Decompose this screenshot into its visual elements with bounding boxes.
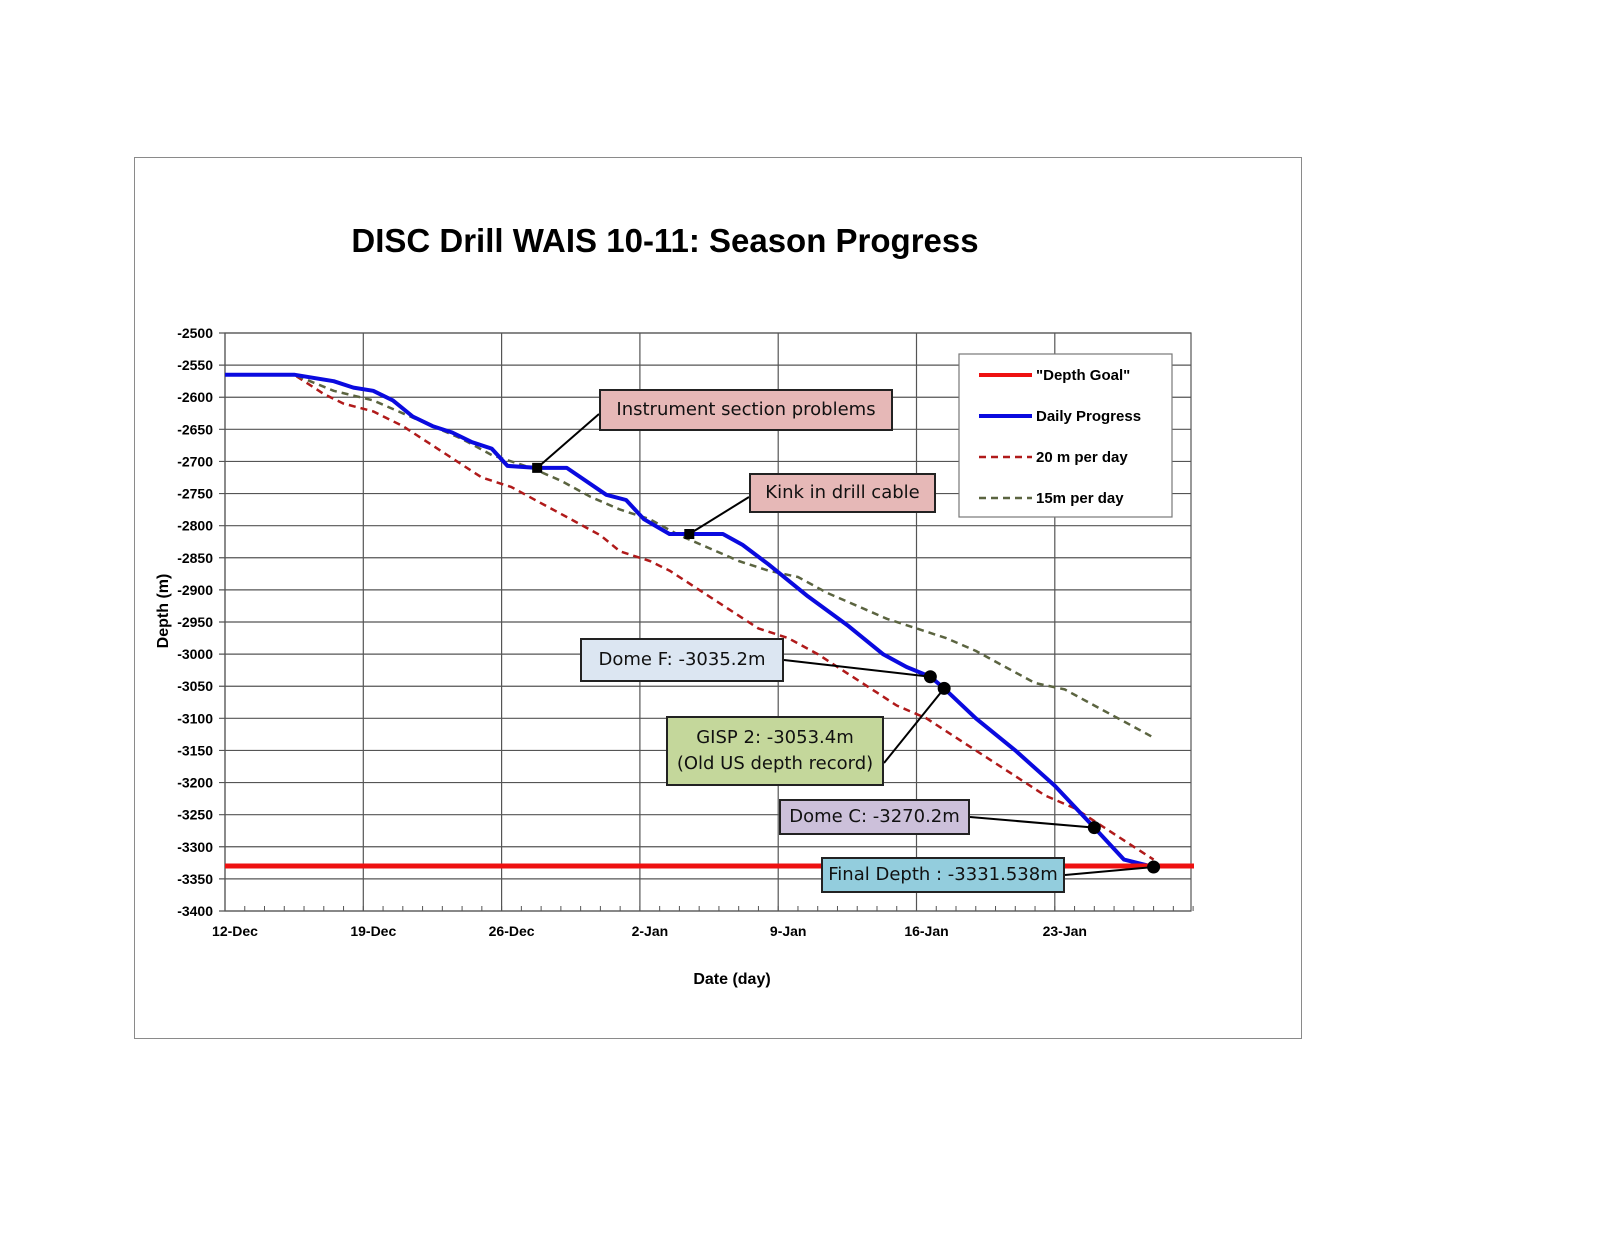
y-tick-label: -2950 <box>177 614 213 630</box>
legend-label: 15m per day <box>1036 490 1124 507</box>
annotation-text: Kink in drill cable <box>765 482 920 503</box>
y-tick-label: -2600 <box>177 389 213 405</box>
series-line-3 <box>225 373 1155 739</box>
plot-border <box>224 332 1192 912</box>
x-axis-title: Date (day) <box>693 971 770 988</box>
annotation-text: Instrument section problems <box>616 399 876 420</box>
annotation-callout: Dome F: -3035.2m <box>580 638 784 682</box>
annotation-leader <box>783 659 931 678</box>
legend-label: "Depth Goal" <box>1036 367 1130 384</box>
x-tick-label: 19-Dec <box>350 923 396 939</box>
y-tick-label: -3350 <box>177 871 213 887</box>
y-tick-label: -2550 <box>177 357 213 373</box>
y-tick-label: -2650 <box>177 421 213 437</box>
y-tick-label: -2700 <box>177 453 213 469</box>
x-tick-label: 2-Jan <box>632 923 669 939</box>
annotation-leader <box>1064 866 1154 876</box>
x-tick-label: 26-Dec <box>489 923 535 939</box>
annotation-marker <box>1087 821 1101 835</box>
y-tick-label: -2900 <box>177 582 213 598</box>
legend-label: Daily Progress <box>1036 408 1141 425</box>
x-tick-label: 23-Jan <box>1043 923 1087 939</box>
y-axis-title: Depth (m) <box>155 574 172 649</box>
annotation-callout: GISP 2: -3053.4m (Old US depth record) <box>666 716 884 786</box>
y-tick-label: -2850 <box>177 550 213 566</box>
y-tick-label: -2750 <box>177 486 213 502</box>
x-tick-label: 12-Dec <box>212 923 258 939</box>
annotation-marker <box>532 462 543 473</box>
y-tick-label: -2800 <box>177 518 213 534</box>
annotation-text: Dome F: -3035.2m <box>598 649 766 670</box>
annotation-callout: Kink in drill cable <box>749 473 936 513</box>
annotation-callout: Final Depth : -3331.538m <box>821 857 1065 893</box>
y-tick-label: -3000 <box>177 646 213 662</box>
annotation-text: GISP 2: -3053.4m <box>696 727 854 748</box>
chart-title: DISC Drill WAIS 10-11: Season Progress <box>351 222 979 259</box>
y-tick-label: -3100 <box>177 710 213 726</box>
annotation-marker <box>923 670 937 684</box>
y-tick-label: -2500 <box>177 325 213 341</box>
annotation-leader <box>883 687 945 764</box>
x-tick-label: 9-Jan <box>770 923 807 939</box>
series-line-2 <box>225 373 1155 861</box>
y-tick-label: -3300 <box>177 839 213 855</box>
annotation-leader <box>536 413 600 469</box>
annotation-leader <box>688 496 750 535</box>
y-tick-label: -3050 <box>177 678 213 694</box>
chart-frame <box>134 157 1302 1039</box>
annotation-marker <box>937 681 951 695</box>
annotation-text: Dome C: -3270.2m <box>789 806 960 827</box>
annotation-marker <box>1147 860 1161 874</box>
annotation-callout: Instrument section problems <box>599 389 893 431</box>
annotation-text: Final Depth : -3331.538m <box>828 864 1058 885</box>
legend-label: 20 m per day <box>1036 449 1128 466</box>
annotation-callout: Dome C: -3270.2m <box>779 799 970 835</box>
annotation-marker <box>684 529 695 540</box>
y-tick-label: -3200 <box>177 775 213 791</box>
series-line-1 <box>225 372 1155 869</box>
y-tick-label: -3400 <box>177 903 213 919</box>
x-tick-label: 16-Jan <box>904 923 948 939</box>
y-tick-label: -3250 <box>177 807 213 823</box>
annotation-leader <box>969 816 1095 829</box>
annotation-text: (Old US depth record) <box>676 753 874 774</box>
y-tick-label: -3150 <box>177 742 213 758</box>
legend-box <box>958 353 1173 518</box>
